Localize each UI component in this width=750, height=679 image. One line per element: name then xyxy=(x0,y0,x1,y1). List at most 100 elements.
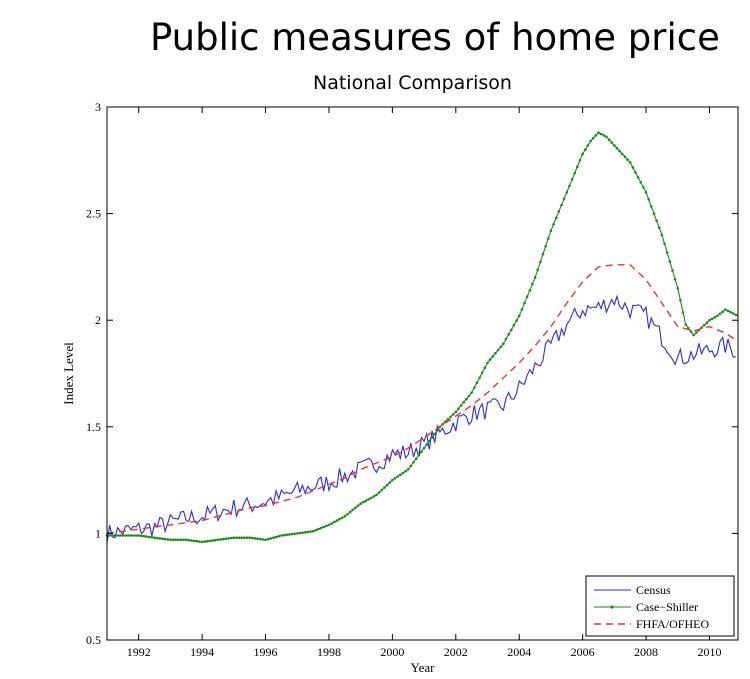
series-point xyxy=(692,333,695,337)
series-point xyxy=(554,216,558,220)
series-point xyxy=(584,148,587,151)
x-tick-label: 2002 xyxy=(444,645,468,659)
series-point xyxy=(425,443,429,446)
series-point xyxy=(655,219,658,222)
series-point xyxy=(293,532,296,536)
series-point xyxy=(605,135,608,139)
x-tick-label: 1994 xyxy=(190,645,214,659)
series-point xyxy=(126,534,130,537)
series-point xyxy=(187,538,191,542)
series-point xyxy=(628,161,632,164)
series-point xyxy=(171,538,175,542)
series-point xyxy=(713,316,716,319)
series-point xyxy=(380,488,384,492)
series-point xyxy=(251,536,254,540)
series-point xyxy=(621,152,624,156)
series-point xyxy=(470,391,473,395)
series-point xyxy=(142,534,146,538)
series-point xyxy=(266,537,270,541)
series-point xyxy=(731,312,735,315)
y-tick-label: 3 xyxy=(95,100,101,114)
plot-frame xyxy=(106,106,739,641)
series-point xyxy=(573,171,576,175)
series-point xyxy=(560,203,563,207)
series-point xyxy=(396,475,400,478)
series-point xyxy=(346,512,349,516)
series-point xyxy=(581,152,584,156)
y-tick-label: 2 xyxy=(95,313,101,327)
series-point xyxy=(235,536,238,539)
series-point xyxy=(222,537,225,541)
x-axis-label: Year xyxy=(411,660,436,675)
series-point xyxy=(359,502,363,505)
series-point xyxy=(362,500,365,504)
series-point xyxy=(185,538,188,542)
series-point xyxy=(520,308,524,311)
series-point xyxy=(354,506,357,510)
series-point xyxy=(718,312,722,316)
series-point xyxy=(118,534,122,537)
series-point xyxy=(576,165,579,168)
series-point xyxy=(631,166,635,169)
series-point xyxy=(385,483,389,487)
series-point xyxy=(626,158,629,161)
series-point xyxy=(716,314,719,318)
legend-label: FHFA/OFHEO xyxy=(636,617,709,631)
series-point xyxy=(108,534,111,537)
series-point xyxy=(446,418,450,421)
series-point xyxy=(639,181,643,184)
series-point xyxy=(174,538,177,542)
series-point xyxy=(264,538,267,542)
series-point xyxy=(428,439,431,443)
series-point xyxy=(145,535,148,538)
series-point xyxy=(325,524,328,528)
series-point xyxy=(311,530,315,533)
series-point xyxy=(348,510,352,514)
series-point xyxy=(700,326,703,330)
series-point xyxy=(539,260,542,264)
series-point xyxy=(618,149,621,153)
series-point xyxy=(504,337,508,341)
series-point xyxy=(594,134,598,137)
x-tick-label: 2008 xyxy=(634,645,658,659)
series-point xyxy=(282,533,286,537)
y-tick-label: 1 xyxy=(95,526,101,540)
series-point xyxy=(473,386,476,390)
series-line xyxy=(107,131,739,543)
series-point xyxy=(507,333,510,336)
series-point xyxy=(541,252,545,256)
series-point xyxy=(602,134,606,137)
series-point xyxy=(412,461,415,464)
series-point xyxy=(298,531,302,535)
series-point xyxy=(121,534,125,537)
series-point xyxy=(512,323,516,327)
series-point xyxy=(488,358,492,361)
series-point xyxy=(388,481,392,484)
series-point xyxy=(710,317,714,321)
series-point xyxy=(335,519,339,522)
series-point xyxy=(317,527,320,531)
series-point xyxy=(433,432,437,436)
series-point xyxy=(467,394,471,398)
series-point xyxy=(383,486,386,489)
series-point xyxy=(502,342,505,346)
series-point xyxy=(684,323,687,326)
series-point xyxy=(124,534,127,537)
series-point xyxy=(591,137,595,140)
series-point xyxy=(290,532,294,536)
series-point xyxy=(367,498,370,501)
series-point xyxy=(269,537,273,540)
series-point xyxy=(274,535,278,539)
series-point xyxy=(562,197,566,200)
series-point xyxy=(161,537,164,540)
series-point xyxy=(486,361,489,365)
series-point xyxy=(280,534,283,537)
series-point xyxy=(224,537,228,540)
y-tick-label: 1.5 xyxy=(86,420,101,434)
series-point xyxy=(216,538,220,542)
series-point xyxy=(607,138,611,141)
series-point xyxy=(430,436,434,439)
series-point xyxy=(375,493,378,497)
series-point xyxy=(179,538,183,542)
